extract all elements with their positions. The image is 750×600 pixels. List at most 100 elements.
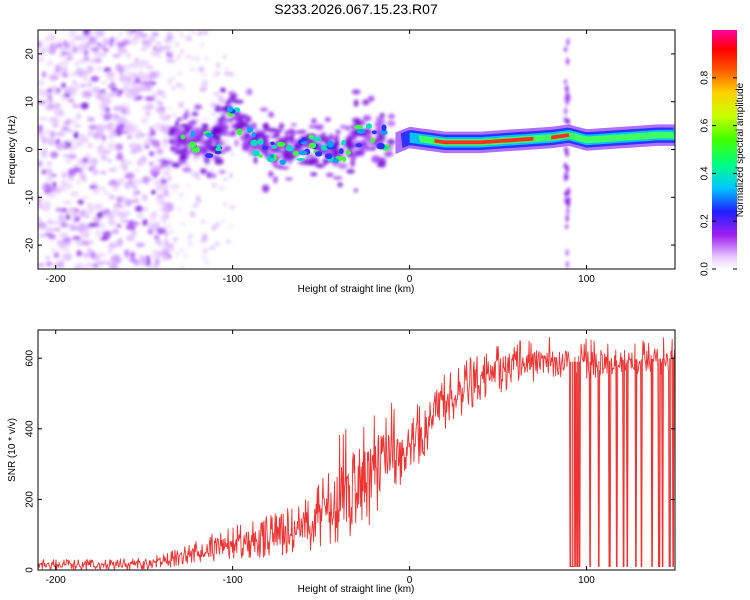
- spectrogram-noise-blob: [75, 67, 85, 76]
- spectrogram-noise-blob: [224, 67, 229, 73]
- spectrogram-noise-blob: [108, 194, 116, 200]
- spectrogram-noise-blob: [63, 153, 69, 158]
- spectrogram-noise-blob: [211, 182, 218, 189]
- spectrogram-noise-blob: [164, 45, 172, 50]
- spectrogram-noise-blob: [189, 55, 195, 61]
- spectrogram-signal-blob: [323, 159, 329, 165]
- spectrogram-noise-blob: [46, 60, 54, 67]
- spectrogram-noise-blob: [144, 65, 155, 69]
- spectrogram-noise-blob: [200, 255, 208, 260]
- spectrogram-signal-blob: [358, 146, 368, 152]
- spectrogram-signal-blob: [264, 134, 271, 139]
- spectrogram-streak-blob: [565, 85, 569, 92]
- spectrogram-noise-blob: [200, 41, 205, 48]
- spectrogram-noise-blob: [227, 224, 234, 229]
- spectrogram-noise-blob: [38, 263, 46, 267]
- spectrogram-noise-blob: [53, 252, 60, 259]
- spectrogram-noise-blob: [127, 220, 136, 225]
- spectrogram-noise-blob: [171, 112, 177, 118]
- spectrogram-hotspot: [236, 128, 243, 136]
- spectrogram-noise-blob: [177, 70, 182, 77]
- spectrogram-noise-blob: [86, 131, 93, 137]
- spectrogram-noise-blob: [38, 100, 47, 105]
- spectrogram-noise-blob: [62, 200, 73, 205]
- spectrogram-noise-blob: [225, 239, 231, 245]
- spectrogram-signal-blob: [225, 118, 234, 122]
- spectrogram-noise-blob: [125, 52, 132, 59]
- spectrogram-streak-blob: [567, 197, 571, 202]
- spectrogram-signal-blob: [371, 155, 381, 164]
- spectrogram-signal-blob: [253, 156, 258, 165]
- spectrogram-signal-blob: [351, 154, 356, 162]
- colorbar-tick-label: 0.2: [700, 214, 711, 228]
- spectrogram-noise-blob: [91, 86, 101, 93]
- spectrogram-noise-blob: [199, 66, 204, 70]
- spectrogram-noise-blob: [186, 54, 191, 59]
- spectrogram-noise-blob: [124, 249, 129, 257]
- spectrogram-noise-blob: [169, 229, 174, 234]
- spectrogram-signal-blob: [318, 135, 328, 143]
- spectrogram-noise-blob: [56, 39, 63, 44]
- spectrogram-noise-blob: [73, 131, 79, 140]
- spectrogram-noise-blob: [149, 212, 157, 221]
- spectrogram-signal-blob: [268, 171, 274, 178]
- spectrogram-noise-blob: [110, 254, 120, 263]
- spectrogram-signal-blob: [362, 115, 372, 121]
- spectrogram-signal-blob: [386, 139, 396, 145]
- spectrogram-signal-blob: [182, 150, 192, 155]
- spectrogram-noise-blob: [153, 123, 164, 128]
- spectrogram-signal-blob: [184, 109, 189, 117]
- spectrogram-noise-blob: [135, 242, 145, 248]
- spectrogram-noise-blob: [82, 157, 89, 163]
- spectrogram-signal-blob: [284, 130, 289, 136]
- spectrogram-noise-blob: [228, 71, 235, 78]
- spectrogram-noise-blob: [189, 232, 194, 238]
- spectrogram-noise-blob: [60, 222, 68, 228]
- spectrogram-signal-blob: [371, 147, 376, 151]
- spectrogram-signal-blob: [329, 133, 334, 138]
- spectrogram-noise-blob: [54, 139, 61, 144]
- spectrogram-noise-blob: [230, 152, 235, 157]
- spectrogram-noise-blob: [67, 139, 75, 144]
- spectrogram-noise-blob: [105, 97, 111, 106]
- snr-frame: [37, 329, 676, 571]
- spectrogram-signal-blob: [207, 138, 213, 144]
- spectrogram-hotspot: [308, 142, 317, 149]
- spectrogram-noise-blob: [139, 258, 147, 266]
- spectrogram-noise-blob: [162, 225, 169, 230]
- spectrogram-noise-blob: [112, 54, 122, 58]
- spectrogram-noise-blob: [113, 264, 120, 269]
- snr-series-line: [38, 336, 675, 570]
- spectrogram-noise-blob: [167, 78, 172, 86]
- spectrogram-noise-blob: [147, 228, 154, 235]
- spectrogram-signal-blob: [333, 149, 341, 156]
- spectrogram-noise-blob: [58, 213, 64, 222]
- spectrogram-noise-blob: [140, 33, 148, 39]
- spectrogram-noise-blob: [85, 42, 90, 47]
- spectrogram-streak-blob: [564, 146, 568, 153]
- spectrogram-noise-blob: [158, 101, 164, 109]
- spectrogram-noise-blob: [102, 230, 112, 238]
- spectrogram-noise-blob: [61, 248, 70, 253]
- spectrogram-noise-blob: [101, 92, 110, 100]
- spectrogram-signal-blob: [259, 107, 268, 112]
- snr-y-ticks: 0 200 400 600: [25, 349, 675, 573]
- spectrogram-noise-blob: [198, 30, 202, 36]
- spectrogram-noise-blob: [97, 66, 102, 71]
- spectrogram-noise-blob: [215, 221, 221, 228]
- spectrogram-noise-blob: [76, 180, 81, 185]
- snr-dropouts: [570, 358, 674, 567]
- spectrogram-noise-blob: [204, 260, 210, 266]
- spectrogram-noise-blob: [208, 246, 216, 250]
- spectrogram-noise-blob: [115, 155, 124, 161]
- spectrogram-signal-blob: [179, 154, 188, 160]
- spectrogram-streak-blob: [565, 249, 569, 256]
- spectrogram-streak-blob: [565, 224, 569, 229]
- spectrogram-noise-blob: [142, 218, 149, 226]
- snr-x-tick-label: 100: [578, 575, 595, 586]
- spectrogram-noise-blob: [52, 181, 57, 189]
- spectrogram-hotspot: [246, 126, 254, 133]
- spectrogram-noise-blob: [60, 127, 70, 131]
- spectrogram-hotspot: [341, 139, 346, 146]
- spectrogram-noise-blob: [68, 33, 75, 38]
